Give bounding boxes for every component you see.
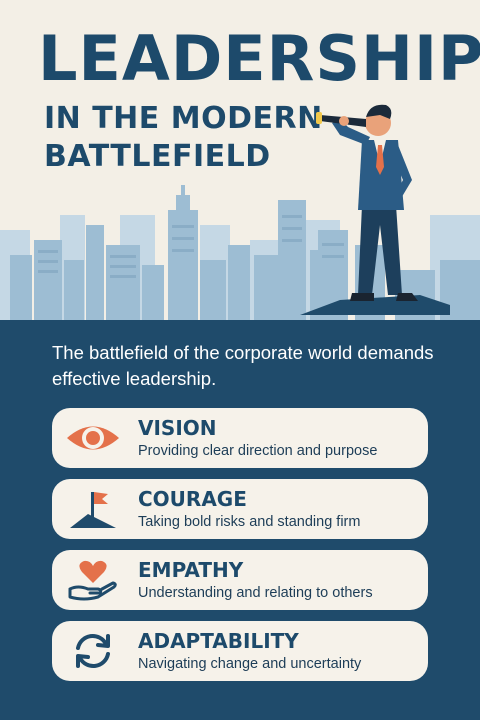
cycle-arrows-icon [76, 633, 110, 669]
card-empathy: EMPATHY Understanding and relating to ot… [52, 550, 428, 610]
subtitle-line-2: BATTLEFIELD [44, 138, 271, 174]
card-vision: VISION Providing clear direction and pur… [52, 408, 428, 468]
eye-icon [67, 426, 119, 450]
hero-section: LEADERSHIP IN THE MODERN BATTLEFIELD [0, 0, 480, 330]
card-title: COURAGE [138, 487, 247, 511]
subtitle: IN THE MODERN BATTLEFIELD [44, 100, 323, 175]
businessman-with-telescope-illustration [300, 104, 450, 315]
card-description: Understanding and relating to others [138, 585, 373, 601]
main-title: LEADERSHIP [38, 22, 480, 95]
flag-on-hill-icon [70, 492, 116, 528]
card-description: Providing clear direction and purpose [138, 443, 378, 459]
card-title: VISION [138, 416, 217, 440]
card-title: EMPATHY [138, 558, 244, 582]
card-description: Taking bold risks and standing firm [138, 514, 361, 530]
card-adaptability: ADAPTABILITY Navigating change and uncer… [52, 621, 428, 681]
subtitle-line-1: IN THE MODERN [44, 101, 323, 136]
heart-in-hand-icon [68, 560, 117, 601]
card-courage: COURAGE Taking bold risks and standing f… [52, 479, 428, 539]
intro-text: The battlefield of the corporate world d… [52, 342, 434, 389]
card-title: ADAPTABILITY [138, 629, 299, 653]
card-description: Navigating change and uncertainty [138, 656, 362, 672]
